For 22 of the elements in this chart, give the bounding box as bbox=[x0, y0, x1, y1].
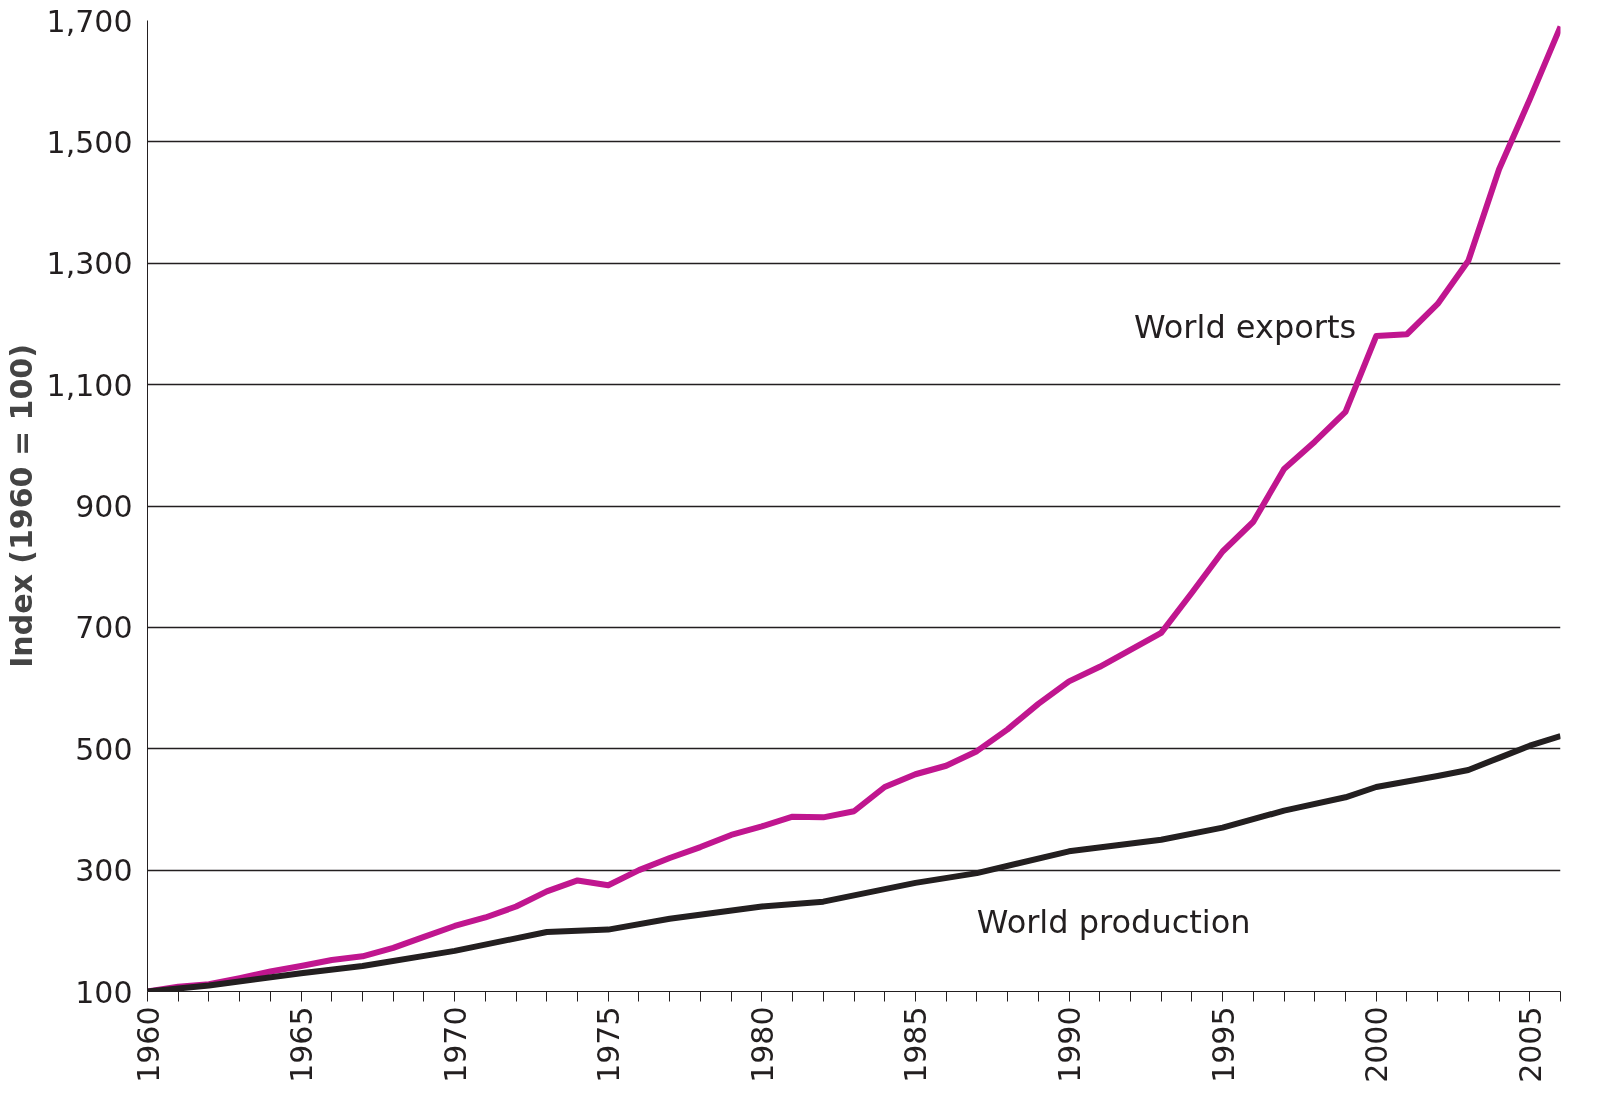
y-tick-label: 100 bbox=[75, 974, 133, 1010]
x-tick-label: 1975 bbox=[591, 1006, 627, 1083]
y-tick-label: 1,300 bbox=[46, 246, 133, 282]
y-tick-label: 500 bbox=[75, 731, 133, 767]
y-tick-label: 1,100 bbox=[46, 367, 133, 403]
x-tick-label: 1965 bbox=[284, 1006, 320, 1083]
x-tick-label: 1960 bbox=[130, 1006, 166, 1083]
x-tick-label: 2000 bbox=[1359, 1006, 1395, 1083]
y-tick-label: 700 bbox=[75, 610, 133, 646]
y-tick-label: 900 bbox=[75, 489, 133, 524]
x-tick-label: 1995 bbox=[1205, 1006, 1241, 1083]
x-tick-label: 1985 bbox=[898, 1006, 934, 1083]
x-tick-label: 1970 bbox=[437, 1006, 473, 1083]
x-tick-label: 1990 bbox=[1052, 1006, 1088, 1083]
x-tick-label: 1980 bbox=[744, 1006, 780, 1083]
y-tick-label: 1,500 bbox=[46, 124, 133, 160]
y-tick-label: 1,700 bbox=[46, 3, 133, 39]
y-tick-label: 300 bbox=[75, 853, 133, 889]
series-label: World production bbox=[976, 903, 1251, 942]
series-label: World exports bbox=[1133, 308, 1357, 347]
y-axis-title: Index (1960 = 100) bbox=[3, 344, 39, 668]
x-tick-label: 2005 bbox=[1512, 1006, 1548, 1083]
